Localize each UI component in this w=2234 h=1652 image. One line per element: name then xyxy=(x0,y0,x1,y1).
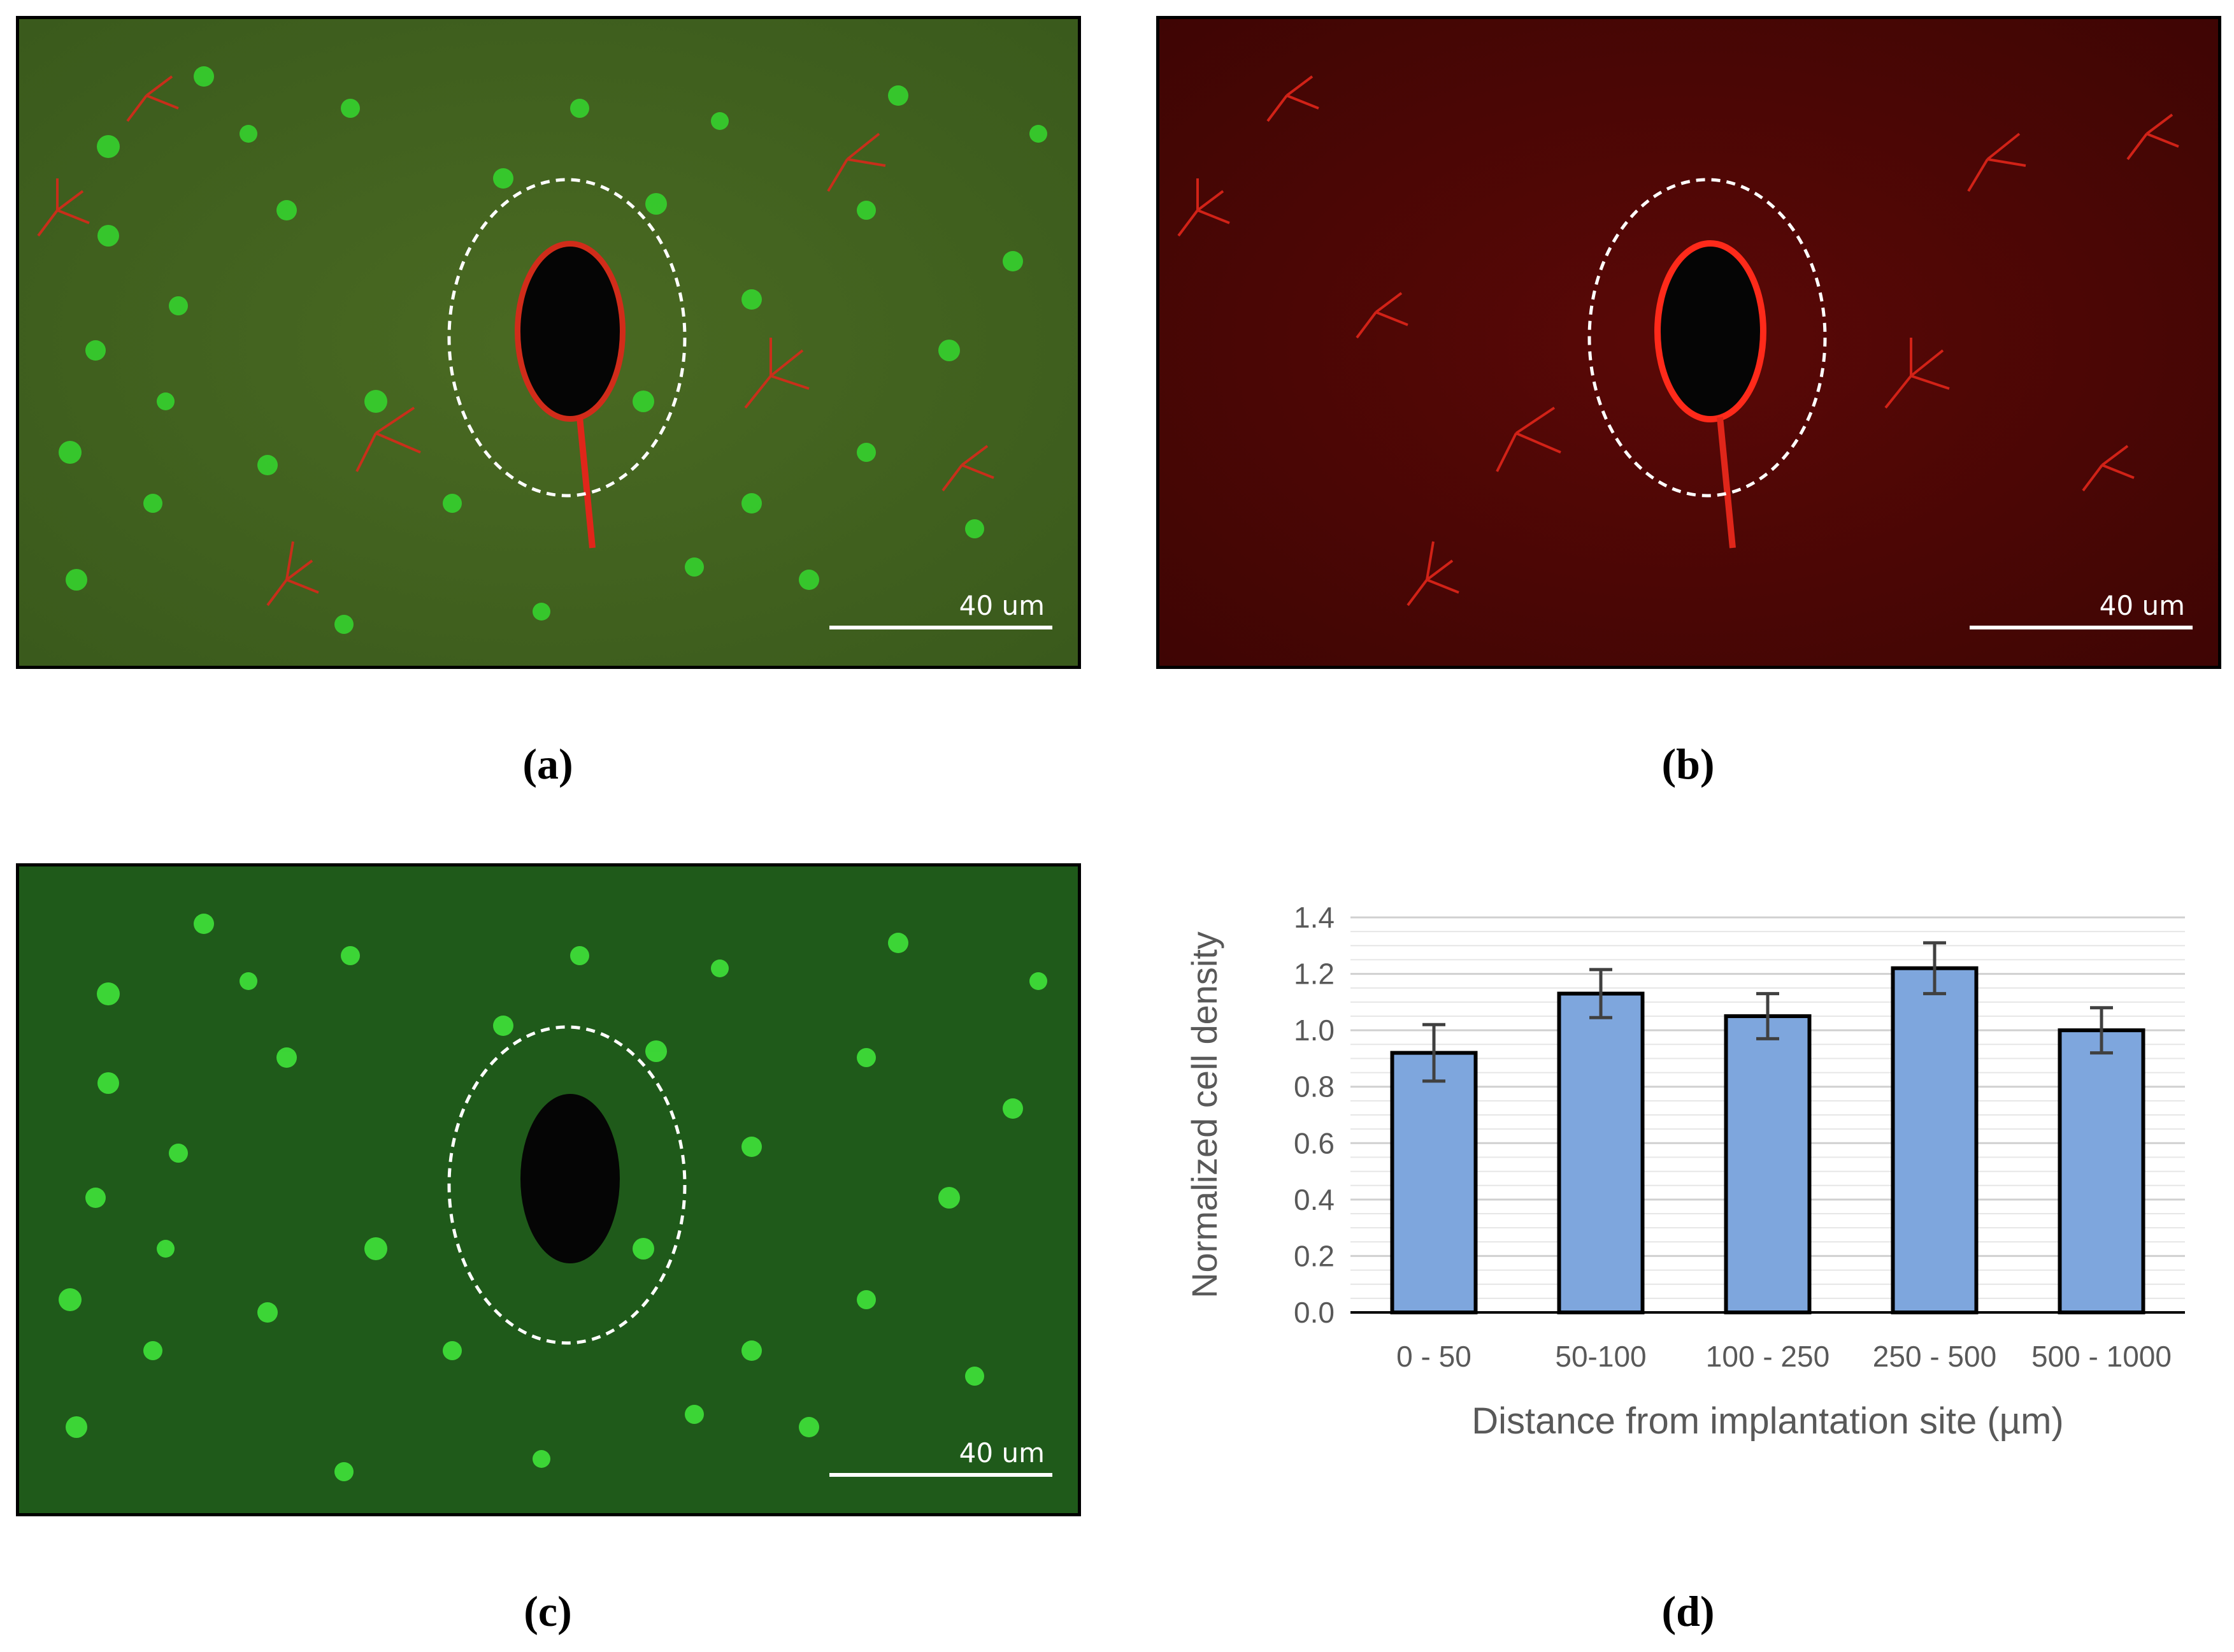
green-nuclei xyxy=(59,914,1047,1481)
merged-micrograph: 40 um xyxy=(19,19,1078,666)
y-tick-label: 1.2 xyxy=(1294,958,1335,991)
panel-d-caption: (d) xyxy=(1661,1587,1715,1635)
dashed-region-outline xyxy=(1587,178,1827,498)
x-tick-label: 100 - 250 xyxy=(1706,1340,1829,1373)
x-tick-label: 250 - 500 xyxy=(1873,1340,1996,1373)
y-tick-label: 0.8 xyxy=(1294,1070,1335,1103)
x-tick-labels: 0 - 50 50-100 100 - 250 250 - 500 500 - 1000 xyxy=(1396,1340,2172,1373)
panel-b-image: 40 um xyxy=(1156,16,2221,669)
y-axis-label: Normalized cell density xyxy=(1184,931,1224,1298)
bar xyxy=(2058,1028,2145,1314)
x-axis-label: Distance from implantation site (µm) xyxy=(1471,1400,2063,1442)
implant-hole xyxy=(520,247,620,416)
dashed-region-outline xyxy=(447,1025,687,1345)
implant-track xyxy=(576,417,596,549)
x-tick-label: 50-100 xyxy=(1555,1340,1646,1373)
panel-b-caption: (b) xyxy=(1661,740,1715,788)
y-tick-label: 0.4 xyxy=(1294,1183,1335,1216)
implant-border xyxy=(515,241,626,422)
x-tick-label: 0 - 50 xyxy=(1396,1340,1471,1373)
y-tick-label: 0.0 xyxy=(1294,1296,1335,1329)
implant-hole xyxy=(520,1094,620,1263)
scale-bar-label: 40 um xyxy=(959,590,1045,621)
implant-track xyxy=(1717,417,1736,549)
bar xyxy=(1390,1051,1478,1314)
dashed-region-outline xyxy=(447,178,687,498)
bar xyxy=(1557,991,1645,1314)
x-tick-label: 500 - 1000 xyxy=(2031,1340,2172,1373)
scale-bar-label: 40 um xyxy=(2100,590,2185,621)
y-tick-label: 1.0 xyxy=(1294,1014,1335,1047)
error-bars xyxy=(1422,941,2113,1083)
red-astrocytes xyxy=(1177,75,2179,607)
y-tick-label: 0.2 xyxy=(1294,1239,1335,1272)
scale-bar-label: 40 um xyxy=(959,1437,1045,1469)
panel-c-image: 40 um xyxy=(16,863,1081,1516)
cell-density-bar-chart: 0.0 0.2 0.4 0.6 0.8 1.0 1.2 1.4 0 - 50 50-100 100… xyxy=(1184,901,2185,1442)
panel-a-image: 40 um xyxy=(16,16,1081,669)
y-tick-labels: 0.0 0.2 0.4 0.6 0.8 1.0 1.2 1.4 xyxy=(1294,901,1335,1329)
green-nuclei xyxy=(59,66,1047,634)
bar xyxy=(1891,966,1979,1314)
red-channel-micrograph: 40 um xyxy=(1159,19,2218,666)
implant-border xyxy=(1654,240,1766,422)
panel-c-caption: (c) xyxy=(524,1587,572,1635)
implant-hole xyxy=(1661,247,1760,416)
y-tick-label: 0.6 xyxy=(1294,1126,1335,1160)
red-astrocytes xyxy=(37,75,994,607)
y-tick-label: 1.4 xyxy=(1294,901,1335,934)
panel-a-caption: (a) xyxy=(522,740,573,788)
green-channel-micrograph: 40 um xyxy=(19,866,1078,1513)
bar xyxy=(1724,1014,1812,1314)
